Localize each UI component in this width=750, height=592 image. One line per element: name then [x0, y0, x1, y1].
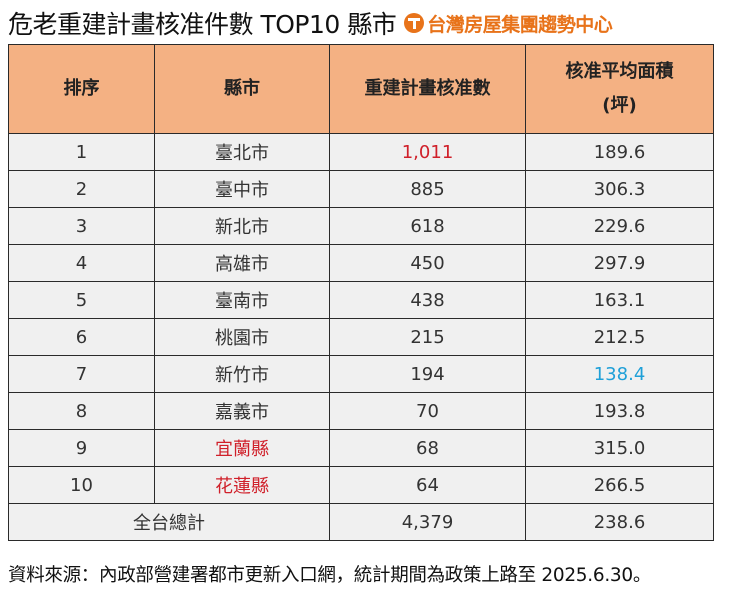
header-count: 重建計畫核准數	[329, 44, 526, 134]
rank-cell: 7	[8, 355, 155, 393]
count-cell: 438	[329, 281, 526, 319]
city-cell: 花蓮縣	[154, 466, 330, 504]
total-label: 全台總計	[8, 503, 330, 541]
header-rank: 排序	[8, 44, 155, 134]
table-row: 2 臺中市 885 306.3	[8, 170, 714, 208]
area-cell: 229.6	[525, 207, 714, 245]
city-cell: 臺中市	[154, 170, 330, 208]
area-cell: 306.3	[525, 170, 714, 208]
area-cell: 315.0	[525, 429, 714, 467]
table-row: 9 宜蘭縣 68 315.0	[8, 429, 714, 467]
total-area: 238.6	[525, 503, 714, 541]
table-row: 6 桃園市 215 212.5	[8, 318, 714, 356]
top10-table: 排序 縣市 重建計畫核准數 核准平均面積 (坪) 1 臺北市 1,011 189.…	[8, 44, 714, 541]
area-cell: 297.9	[525, 244, 714, 282]
total-row: 全台總計 4,379 238.6	[8, 503, 714, 541]
rank-cell: 4	[8, 244, 155, 282]
page-title: 危老重建計畫核准件數 TOP10 縣市	[8, 10, 397, 39]
area-cell: 193.8	[525, 392, 714, 430]
count-cell: 68	[329, 429, 526, 467]
rank-cell: 5	[8, 281, 155, 319]
header-area: 核准平均面積 (坪)	[525, 44, 714, 134]
area-cell: 138.4	[525, 355, 714, 393]
table-row: 10 花蓮縣 64 266.5	[8, 466, 714, 504]
rank-cell: 3	[8, 207, 155, 245]
city-cell: 高雄市	[154, 244, 330, 282]
count-cell: 885	[329, 170, 526, 208]
rank-cell: 2	[8, 170, 155, 208]
table-row: 7 新竹市 194 138.4	[8, 355, 714, 393]
count-cell: 1,011	[329, 133, 526, 171]
table-row: 1 臺北市 1,011 189.6	[8, 133, 714, 171]
table-row: 3 新北市 618 229.6	[8, 207, 714, 245]
area-cell: 266.5	[525, 466, 714, 504]
title-bar: 危老重建計畫核准件數 TOP10 縣市 台灣房屋集團趨勢中心	[8, 4, 613, 42]
header-area-unit: (坪)	[602, 95, 637, 116]
city-cell: 宜蘭縣	[154, 429, 330, 467]
area-cell: 212.5	[525, 318, 714, 356]
count-cell: 618	[329, 207, 526, 245]
area-cell: 163.1	[525, 281, 714, 319]
table-row: 8 嘉義市 70 193.8	[8, 392, 714, 430]
table-row: 4 高雄市 450 297.9	[8, 244, 714, 282]
count-cell: 215	[329, 318, 526, 356]
city-cell: 嘉義市	[154, 392, 330, 430]
rank-cell: 10	[8, 466, 155, 504]
rank-cell: 1	[8, 133, 155, 171]
rank-cell: 9	[8, 429, 155, 467]
brand-name: 台灣房屋集團趨勢中心	[427, 13, 613, 36]
brand: 台灣房屋集團趨勢中心	[404, 10, 613, 37]
rank-cell: 8	[8, 392, 155, 430]
city-cell: 新北市	[154, 207, 330, 245]
city-cell: 臺北市	[154, 133, 330, 171]
count-cell: 70	[329, 392, 526, 430]
table-row: 5 臺南市 438 163.1	[8, 281, 714, 319]
city-cell: 桃園市	[154, 318, 330, 356]
table-header-row: 排序 縣市 重建計畫核准數 核准平均面積 (坪)	[8, 44, 714, 134]
city-cell: 新竹市	[154, 355, 330, 393]
rank-cell: 6	[8, 318, 155, 356]
total-count: 4,379	[329, 503, 526, 541]
source-note: 資料來源：內政部營建署都市更新入口網，統計期間為政策上路至 2025.6.30。	[8, 565, 652, 586]
logo-t-circle-icon	[404, 13, 425, 33]
count-cell: 450	[329, 244, 526, 282]
city-cell: 臺南市	[154, 281, 330, 319]
header-area-label: 核准平均面積	[565, 61, 674, 82]
area-cell: 189.6	[525, 133, 714, 171]
count-cell: 64	[329, 466, 526, 504]
count-cell: 194	[329, 355, 526, 393]
header-city: 縣市	[154, 44, 330, 134]
